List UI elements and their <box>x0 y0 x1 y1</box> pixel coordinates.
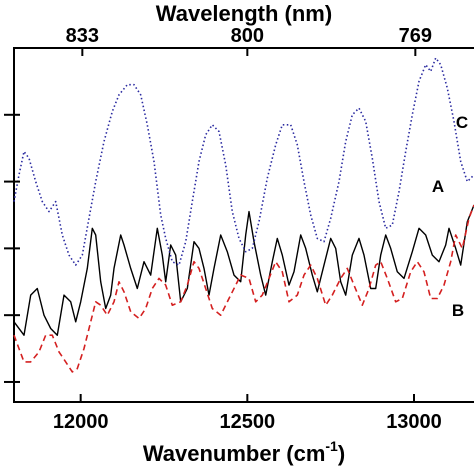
top-axis-title: Wavelength (nm) <box>156 1 332 26</box>
series-label-a: A <box>432 177 444 196</box>
x-tick-label-12000: 12000 <box>53 411 109 433</box>
x2-tick-label-769: 769 <box>399 25 432 47</box>
plot-frame <box>13 47 474 403</box>
series-layer <box>13 57 474 373</box>
plot-border <box>13 47 474 403</box>
x2-tick-label-833: 833 <box>66 25 99 47</box>
bottom-axis-title-main: Wavenumber (cm <box>143 441 326 466</box>
labels-layer: A B C <box>432 113 468 320</box>
bottom-axis-title: Wavenumber (cm-1) <box>143 438 345 466</box>
x-tick-label-12500: 12500 <box>220 411 276 433</box>
x-tick-label-13000: 13000 <box>386 411 442 433</box>
x2-tick-label-800: 800 <box>231 25 264 47</box>
series-label-c: C <box>456 113 468 132</box>
ticks-layer: 12000 12500 13000 833 800 769 <box>4 25 442 433</box>
series-line-c <box>13 57 474 266</box>
bottom-axis-title-close: ) <box>338 441 345 466</box>
series-label-b: B <box>452 301 464 320</box>
series-line-a <box>13 204 474 336</box>
bottom-axis-title-sup: -1 <box>325 438 338 454</box>
series-line-b <box>13 204 474 373</box>
